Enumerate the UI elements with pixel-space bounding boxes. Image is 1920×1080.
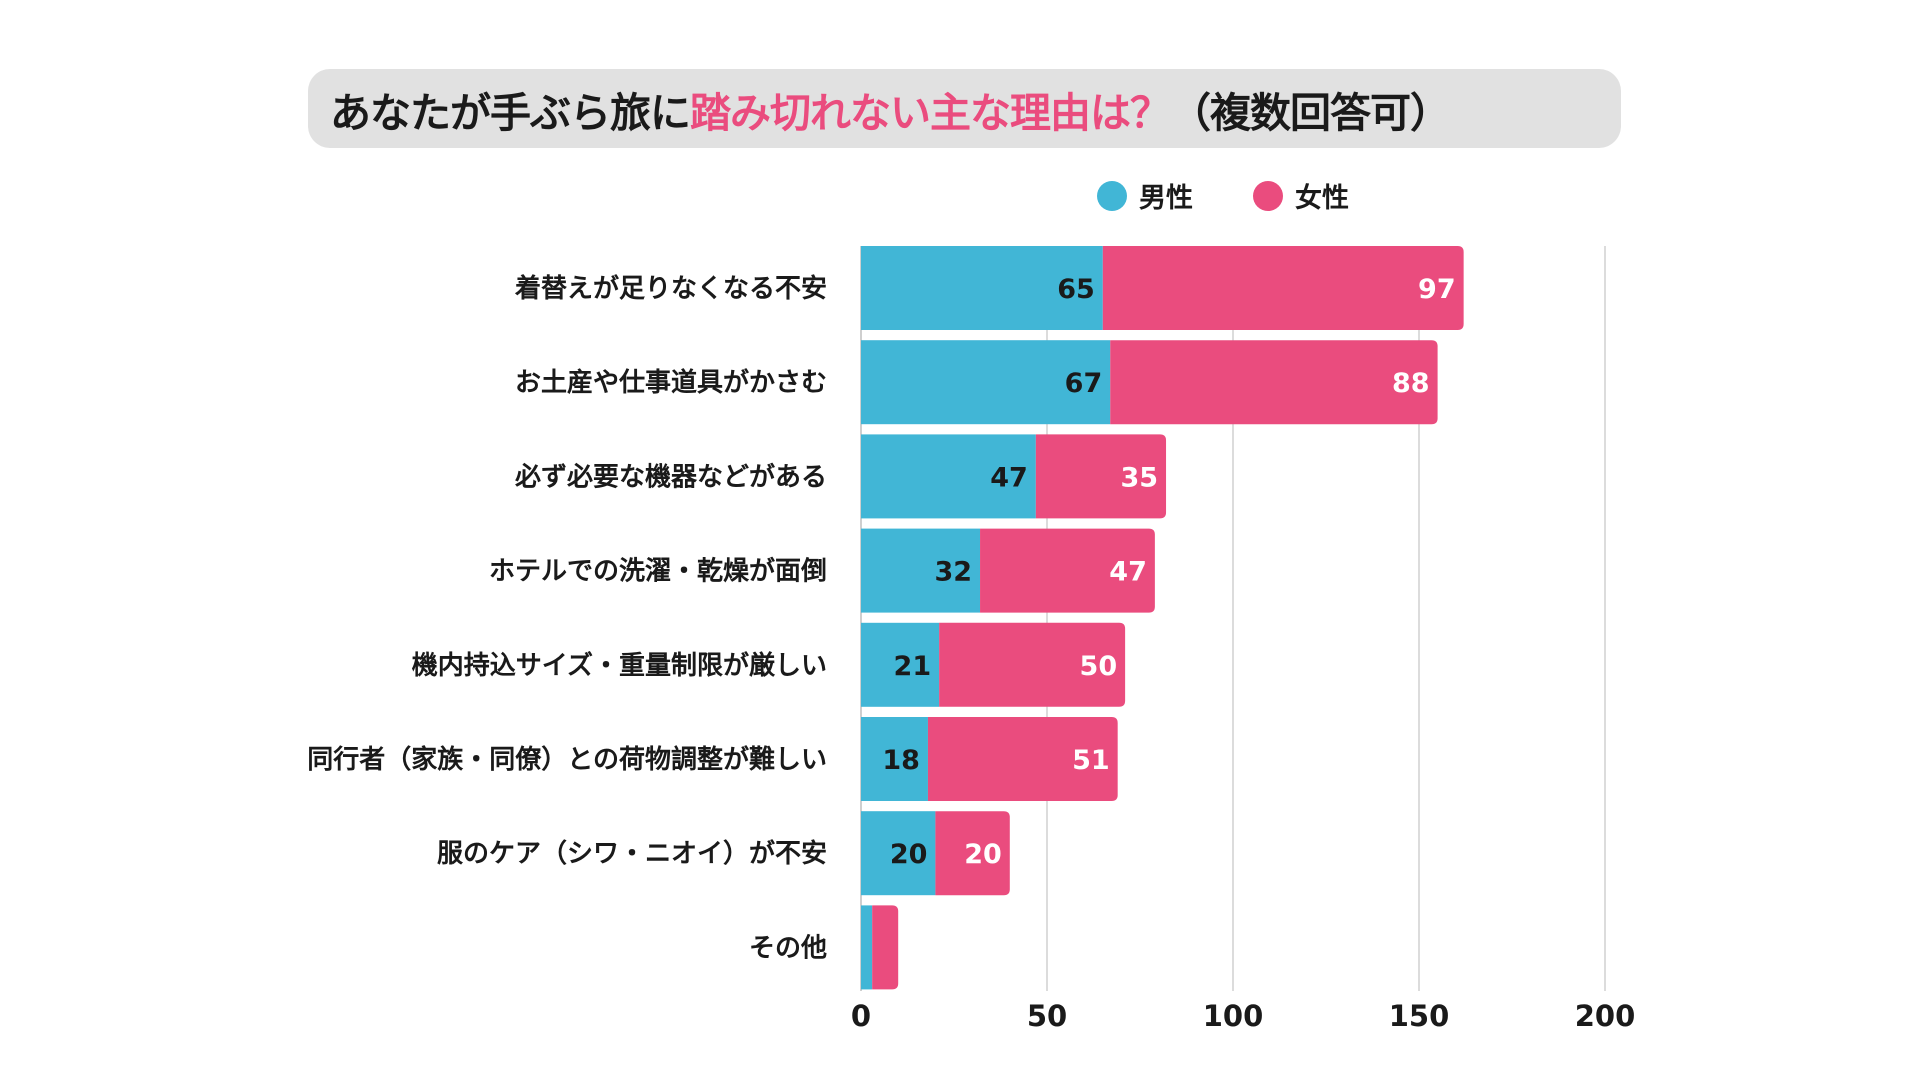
x-tick-label: 200 — [1575, 999, 1636, 1033]
x-tick-label: 50 — [1027, 999, 1067, 1033]
bar-segment-female — [935, 811, 1010, 896]
data-label: 32 — [934, 557, 972, 588]
data-label: 21 — [894, 651, 932, 682]
bar-segment-male — [861, 717, 928, 801]
category-label: お土産や仕事道具がかさむ — [515, 367, 827, 398]
category-label: 必ず必要な機器などがある — [515, 461, 827, 492]
data-label: 20 — [890, 839, 928, 870]
x-tick-label: 0 — [851, 999, 871, 1033]
bar-segment-male — [861, 246, 1103, 330]
bar-segment-female — [1102, 246, 1464, 330]
category-label: その他 — [749, 933, 827, 963]
category-label: 機内持込サイズ・重量制限が厳しい — [412, 650, 827, 681]
x-tick-label: 150 — [1389, 999, 1450, 1033]
data-label: 20 — [964, 839, 1002, 870]
x-tick-label: 100 — [1203, 999, 1264, 1033]
bar-segment-female — [1035, 434, 1167, 519]
data-label: 67 — [1065, 368, 1103, 399]
data-label: 35 — [1120, 462, 1158, 493]
category-label: ホテルでの洗濯・乾燥が面倒 — [489, 556, 827, 587]
category-label: 同行者（家族・同僚）との荷物調整が難しい — [307, 744, 827, 775]
category-label: 服のケア（シワ・ニオイ）が不安 — [437, 838, 827, 869]
legend-label-female: 女性 — [1295, 183, 1349, 214]
bar-segment-male — [861, 622, 940, 707]
legend-item-female: 女性 — [1253, 176, 1349, 215]
legend-swatch-male — [1097, 180, 1127, 211]
title-prefix: あなたが手ぶら旅に — [330, 88, 691, 137]
bar-segment-female — [927, 717, 1118, 801]
data-label: 47 — [990, 462, 1028, 493]
data-label: 97 — [1418, 274, 1456, 305]
bar-segment-female — [872, 905, 899, 990]
title-suffix: （複数回答可） — [1170, 88, 1451, 137]
bar-segment-male — [861, 905, 873, 990]
bar-segment-male — [861, 340, 1111, 425]
bar-segment-male — [861, 528, 981, 613]
bar-segment-female — [980, 528, 1155, 613]
bar-segment-male — [861, 434, 1036, 519]
category-label: 着替えが足りなくなる不安 — [514, 273, 827, 304]
bar-segment-female — [1110, 340, 1438, 425]
data-label: 88 — [1392, 368, 1430, 399]
data-label: 50 — [1080, 651, 1118, 682]
data-label: 47 — [1109, 557, 1147, 588]
legend-swatch-female — [1253, 180, 1283, 211]
bar-segment-female — [939, 622, 1126, 707]
chart-title: あなたが手ぶら旅に 踏み切れない主な理由は？ （複数回答可） — [308, 69, 1621, 148]
data-label: 65 — [1057, 274, 1095, 305]
legend-item-male: 男性 — [1097, 176, 1193, 215]
legend-label-male: 男性 — [1139, 183, 1193, 214]
data-label: 18 — [882, 745, 920, 776]
data-label: 51 — [1072, 745, 1110, 776]
bar-segment-male — [861, 811, 936, 896]
title-highlight: 踏み切れない主な理由は？ — [690, 88, 1171, 137]
